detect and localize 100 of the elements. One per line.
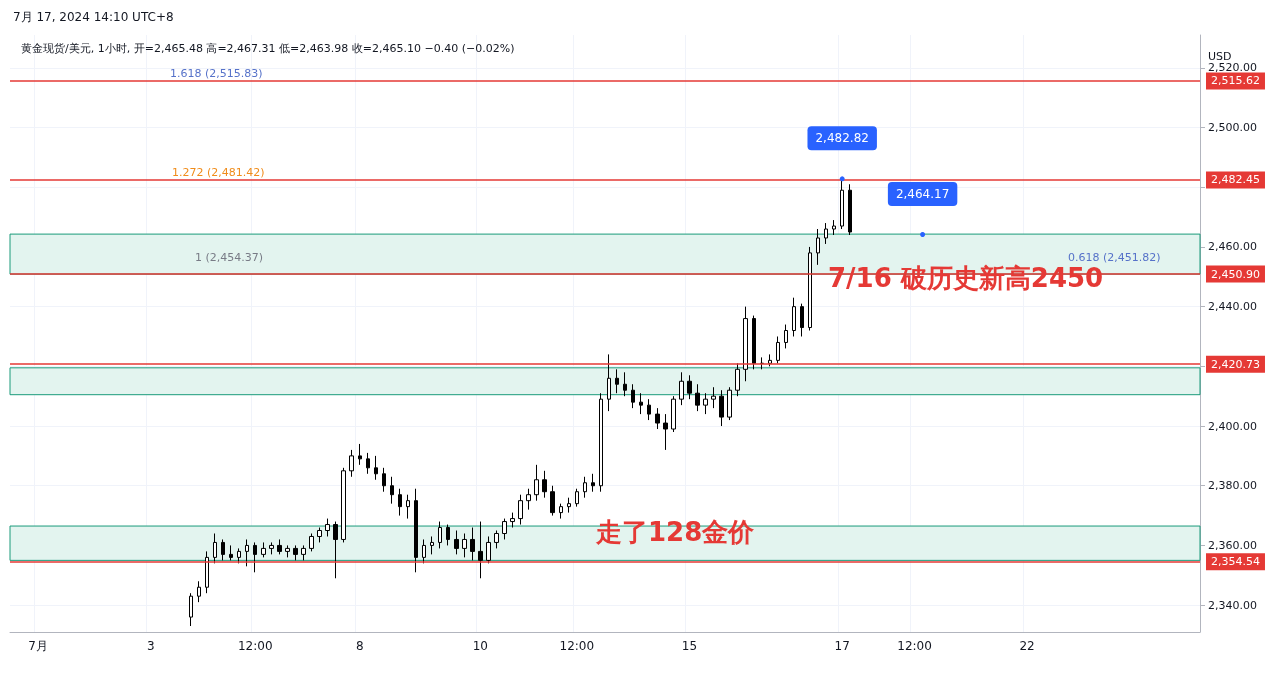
candlestick [478, 521, 483, 579]
candlestick [542, 470, 547, 499]
candlestick [647, 398, 651, 421]
candlestick [679, 371, 684, 406]
candlestick [703, 392, 708, 415]
candlestick [719, 389, 724, 427]
candlestick [663, 413, 668, 451]
candlestick [309, 533, 314, 552]
x-tick-label: 17 [834, 639, 850, 653]
ref-line-label: 2,420.73 [1211, 357, 1260, 371]
y-tick-label: 2,340.00 [1208, 598, 1257, 612]
candlestick [285, 544, 290, 558]
candlestick [615, 368, 619, 394]
candlestick [687, 374, 692, 400]
x-tick-label: 7月 [28, 639, 48, 653]
candlestick [840, 178, 844, 230]
candlestick [671, 395, 676, 433]
candlestick [470, 527, 475, 561]
candlestick [358, 443, 362, 466]
candlestick [221, 538, 225, 561]
annotation: 0.618 (2,451.82) [1068, 250, 1161, 264]
candlestick [341, 467, 346, 543]
x-tick-label: 15 [681, 639, 698, 653]
candlestick [462, 533, 467, 558]
ref-line-label: 2,482.45 [1211, 173, 1260, 187]
candlestick [575, 488, 579, 508]
y-axis-title: USD [1208, 50, 1232, 64]
candlestick [237, 547, 241, 564]
candlestick [567, 497, 571, 514]
candlestick [213, 533, 217, 564]
candlestick [623, 371, 627, 397]
annotation: 2,482.82 [815, 131, 869, 146]
y-tick-label: 2,440.00 [1208, 300, 1257, 314]
candlestick [655, 407, 660, 430]
x-tick-label: 10 [472, 639, 489, 653]
ref-line-label: 2,450.90 [1211, 267, 1260, 281]
x-tick-label: 12:00 [237, 639, 273, 653]
text: 黄金现货/美元, 1小时, 开=2,465.48 高=2,467.31 低=2,463.98 收=2,465.10 −0.40 (−0.02%) [21, 42, 515, 55]
y-tick-label: 2,360.00 [1208, 538, 1257, 552]
candlestick [534, 464, 539, 502]
candlestick [591, 473, 595, 493]
candlestick [253, 541, 257, 573]
candlestick [824, 222, 828, 245]
candlestick [800, 303, 804, 337]
candlestick [559, 503, 563, 520]
chart-subtitle: 7月 17, 2024 14:10 UTC+8 [13, 10, 174, 24]
x-tick-label: 8 [355, 639, 364, 653]
candlestick [422, 538, 426, 564]
candlestick [768, 353, 772, 367]
candlestick [816, 228, 820, 266]
candlestick [349, 449, 354, 478]
candlestick [446, 524, 450, 546]
candlestick [631, 383, 635, 409]
candlestick [639, 392, 643, 415]
candlestick [269, 541, 274, 555]
candlestick [277, 538, 282, 555]
ref-line-label: 2,354.54 [1211, 555, 1260, 569]
candlestick [727, 386, 732, 421]
candlestick [301, 544, 306, 561]
candlestick [382, 467, 386, 493]
candlestick [599, 392, 603, 493]
candlestick [374, 455, 378, 481]
y-tick-label: 2,460.00 [1208, 240, 1257, 254]
candlestick [848, 183, 852, 236]
candlestick [205, 550, 209, 594]
candlestick [325, 518, 330, 537]
candlestick [229, 544, 233, 561]
candlestick [414, 488, 418, 573]
candlestick [398, 488, 402, 517]
candlestick [430, 535, 434, 555]
candlestick [735, 362, 740, 397]
candlestick [550, 485, 555, 517]
candlestick [510, 512, 515, 529]
candlestick [607, 353, 611, 412]
candlestick [197, 580, 201, 603]
ref-line-label: 2,515.62 [1211, 74, 1260, 88]
candlestick [390, 476, 394, 505]
candlestick [832, 219, 836, 236]
candlestick [317, 527, 322, 543]
candlestick [776, 335, 780, 364]
candlestick [293, 544, 298, 561]
candlestick [502, 518, 507, 540]
y-tick-label: 2,520.00 [1208, 61, 1257, 75]
candlestick [792, 297, 796, 337]
candlestick [784, 324, 788, 349]
candlestick [406, 494, 410, 520]
x-tick-label: 22 [1019, 639, 1035, 653]
candlestick [711, 386, 716, 409]
annotation: 2,464.17 [895, 186, 950, 201]
candlestick [695, 383, 700, 412]
candlestick [583, 476, 587, 499]
candlestick [752, 315, 756, 370]
x-tick-label: 3 [146, 639, 155, 653]
candlestick [454, 530, 459, 555]
candlestick [808, 246, 812, 332]
candlestick [743, 306, 748, 382]
candlestick [189, 592, 193, 627]
candlestick [366, 452, 370, 475]
x-tick-label: 12:00 [897, 639, 932, 653]
annotation: 1 (2,454.37) [195, 250, 264, 264]
